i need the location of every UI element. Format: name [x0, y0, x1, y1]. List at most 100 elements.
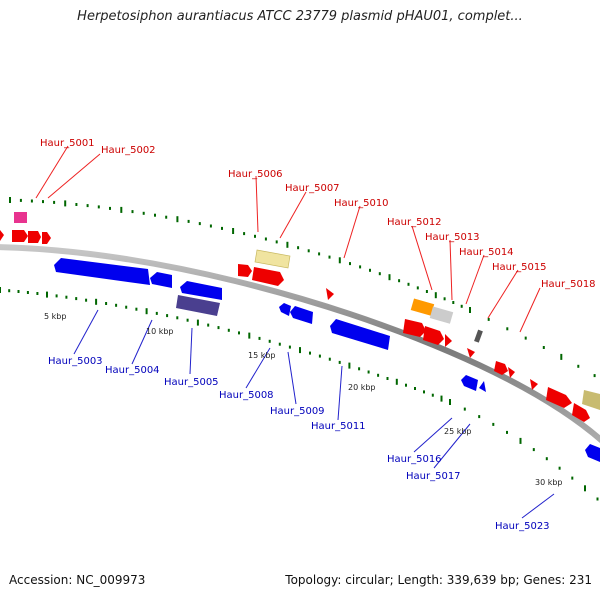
- gene-haur-5009[interactable]: [290, 306, 313, 324]
- major-tick: [388, 274, 391, 281]
- gene-haur-5017[interactable]: [479, 381, 486, 392]
- gene-haur-5018[interactable]: [546, 387, 572, 408]
- gene-haur-5015[interactable]: [494, 361, 508, 375]
- minor-tick: [125, 305, 128, 309]
- gene-haur-5013c[interactable]: [445, 334, 452, 347]
- scale-tick-30kbp: 30 kbp: [535, 478, 563, 487]
- gene-haur-5002b[interactable]: [28, 231, 41, 243]
- accession-text: Accession: NC_009973: [9, 573, 146, 587]
- label-haur-5012[interactable]: Haur_5012: [387, 217, 442, 228]
- minor-tick: [142, 211, 145, 215]
- gene-haur-5014b[interactable]: [474, 329, 483, 343]
- minor-tick: [377, 373, 380, 377]
- label-haur-5009[interactable]: Haur_5009: [270, 406, 325, 417]
- gene-haur-5012[interactable]: [410, 298, 435, 316]
- label-haur-5005[interactable]: Haur_5005: [164, 377, 219, 388]
- minor-tick: [532, 448, 535, 452]
- major-tick: [176, 216, 179, 223]
- minor-tick: [243, 232, 246, 236]
- gene-haur-5014[interactable]: [467, 348, 475, 358]
- label-haur-5002[interactable]: Haur_5002: [101, 145, 156, 156]
- label-haur-5015[interactable]: Haur_5015: [492, 262, 547, 273]
- label-haur-5010[interactable]: Haur_5010: [334, 198, 389, 209]
- gene-haur-5013[interactable]: [429, 306, 454, 324]
- minor-tick: [165, 215, 168, 219]
- gene-haur-5012b[interactable]: [403, 319, 426, 337]
- minor-tick: [506, 327, 509, 331]
- major-tick: [348, 362, 351, 369]
- gene-haur-5007b[interactable]: [252, 267, 284, 286]
- major-tick: [395, 378, 398, 385]
- minor-tick: [86, 204, 89, 208]
- minor-tick: [349, 262, 351, 266]
- gene-haur-5003[interactable]: [54, 258, 150, 285]
- gene-haur-5018b[interactable]: [572, 403, 590, 422]
- gene-haur-5004[interactable]: [150, 272, 172, 288]
- minor-tick: [431, 393, 434, 397]
- label-haur-5023[interactable]: Haur_5023: [495, 521, 550, 532]
- minor-tick: [135, 307, 138, 311]
- minor-tick: [338, 360, 341, 364]
- gene-haur-5015b[interactable]: [508, 367, 515, 378]
- gene-haur-5023[interactable]: [585, 444, 600, 462]
- gene-haur-5018c[interactable]: [582, 390, 600, 410]
- gene-haur-5005b[interactable]: [176, 295, 220, 316]
- gene-haur-5016[interactable]: [461, 375, 478, 391]
- minor-tick: [8, 289, 11, 293]
- label-haur-5017[interactable]: Haur_5017: [406, 471, 461, 482]
- minor-tick: [19, 198, 22, 202]
- minor-tick: [414, 387, 416, 390]
- minor-tick: [207, 323, 210, 327]
- gene-haur-5007[interactable]: [238, 264, 252, 277]
- minor-tick: [359, 265, 362, 269]
- minor-tick: [154, 213, 156, 217]
- minor-tick: [358, 367, 361, 371]
- gene-haur-5015c[interactable]: [530, 379, 538, 390]
- label-haur-5018[interactable]: Haur_5018: [541, 279, 596, 290]
- label-haur-5004[interactable]: Haur_5004: [105, 365, 160, 376]
- major-tick: [95, 298, 98, 305]
- major-tick: [434, 292, 437, 299]
- minor-tick: [187, 219, 190, 223]
- major-tick: [196, 319, 199, 326]
- label-haur-5013[interactable]: Haur_5013: [425, 232, 480, 243]
- minor-tick: [36, 292, 39, 295]
- label-haur-5016[interactable]: Haur_5016: [387, 454, 442, 465]
- gene-haur-5013b[interactable]: [423, 326, 444, 345]
- scale-tick-20kbp: 20 kbp: [348, 383, 376, 392]
- gene-haur-5008[interactable]: [279, 303, 291, 316]
- label-haur-5014[interactable]: Haur_5014: [459, 247, 514, 258]
- leader-lines: [35, 145, 555, 519]
- gene-haur-5001[interactable]: [14, 212, 27, 223]
- major-tick: [248, 332, 251, 339]
- gene-haur-5010[interactable]: [326, 288, 334, 300]
- minor-tick: [386, 377, 389, 380]
- label-haur-5006[interactable]: Haur_5006: [228, 169, 283, 180]
- gene-haur-5002[interactable]: [12, 230, 28, 242]
- forward-gene-labels: Haur_5001 Haur_5002 Haur_5006 Haur_5007 …: [40, 138, 596, 290]
- label-haur-5008[interactable]: Haur_5008: [219, 390, 274, 401]
- minor-tick: [318, 354, 321, 358]
- label-haur-5001[interactable]: Haur_5001: [40, 138, 95, 149]
- label-haur-5007[interactable]: Haur_5007: [285, 183, 340, 194]
- minor-tick: [328, 357, 331, 361]
- gene-haur-5002c[interactable]: [42, 232, 51, 244]
- genome-backbone: [0, 244, 600, 444]
- gene-haur-5006[interactable]: [254, 249, 291, 269]
- gene-haur-5011[interactable]: [330, 319, 390, 350]
- minor-tick: [30, 199, 33, 203]
- minor-tick: [26, 291, 29, 294]
- minor-tick: [17, 290, 20, 293]
- minor-tick: [423, 390, 425, 394]
- major-tick: [145, 308, 148, 315]
- label-haur-5011[interactable]: Haur_5011: [311, 421, 366, 432]
- gene-haur-5001-arrow[interactable]: [0, 230, 4, 241]
- minor-tick: [85, 298, 88, 302]
- major-tick: [46, 291, 48, 298]
- major-tick: [560, 353, 563, 360]
- reverse-gene-labels: Haur_5003 Haur_5004 Haur_5005 Haur_5008 …: [48, 356, 550, 532]
- minor-tick: [571, 476, 574, 480]
- gene-haur-5005[interactable]: [180, 281, 222, 300]
- label-haur-5003[interactable]: Haur_5003: [48, 356, 103, 367]
